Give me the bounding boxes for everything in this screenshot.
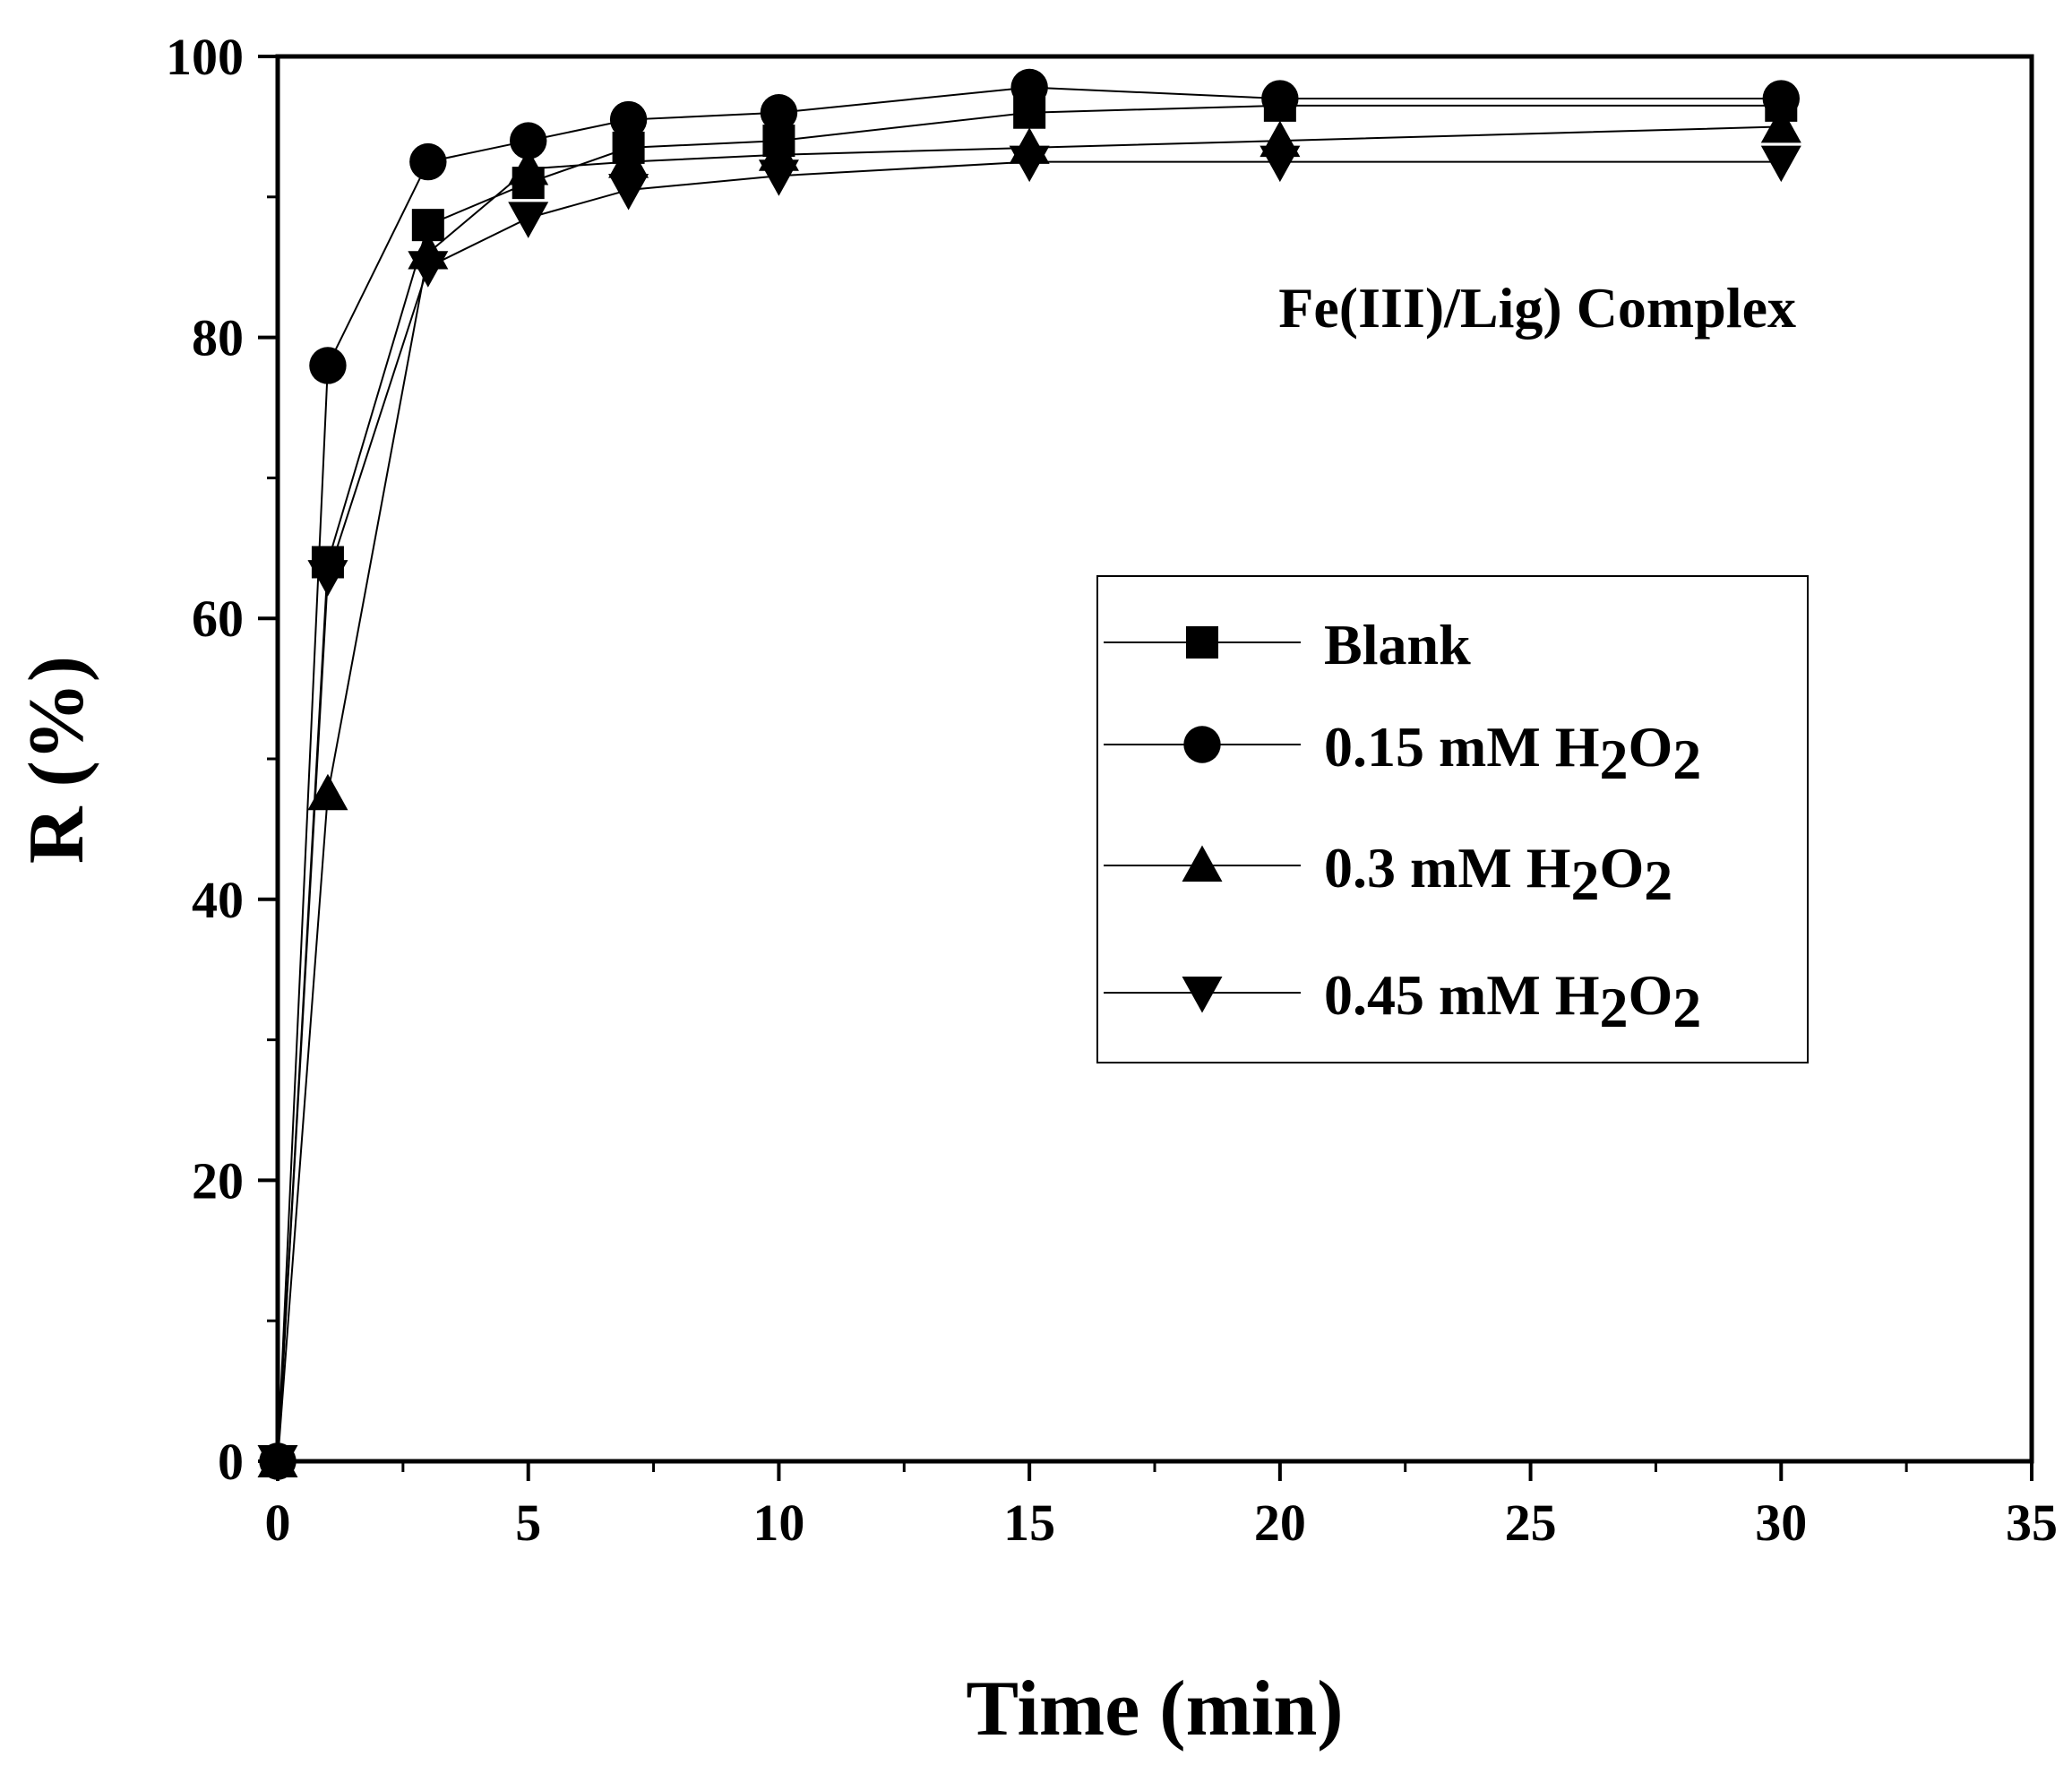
chart-annotation: Fe(III)/Lig) Complex (1278, 276, 1796, 340)
legend-label-part: 2 (1672, 976, 1701, 1039)
legend-entry: 0.15 mM H2O2 (1104, 715, 1701, 791)
legend-entry: Blank (1104, 613, 1471, 676)
legend-marker (1183, 726, 1221, 763)
legend-marker (1186, 626, 1218, 659)
legend-label: Blank (1324, 613, 1471, 676)
legend-label: 0.15 mM H2O2 (1324, 715, 1701, 791)
y-tick-label: 80 (192, 309, 244, 367)
data-point (1762, 80, 1800, 117)
data-point (508, 148, 549, 185)
data-point (1260, 145, 1301, 183)
series-triangle-down (257, 145, 1801, 1482)
legend-label-part: 2 (1644, 848, 1672, 912)
x-tick-label: 30 (1755, 1494, 1807, 1552)
data-point (609, 100, 648, 139)
data-point (1760, 106, 1801, 143)
legend-label-part: O (1629, 715, 1673, 779)
legend-label-part: 2 (1571, 848, 1600, 912)
data-point (409, 142, 447, 181)
y-axis-ticks: 0 20 40 60 80 100 (166, 28, 278, 1491)
legend-label-part: 2 (1600, 728, 1629, 791)
data-point (309, 347, 347, 384)
x-tick-label: 35 (2006, 1494, 2058, 1552)
legend-label-part: 2 (1672, 728, 1701, 791)
x-tick-label: 0 (265, 1494, 291, 1552)
data-point (510, 122, 547, 159)
data-point (1760, 145, 1801, 183)
x-tick-label: 5 (515, 1494, 541, 1552)
series-circle (259, 68, 1800, 1480)
data-point (1010, 68, 1048, 107)
y-axis-title: R (%) (13, 656, 100, 864)
data-point (758, 159, 799, 196)
y-tick-label: 0 (218, 1433, 244, 1491)
legend-label-part: Blank (1324, 613, 1471, 676)
data-point (608, 142, 649, 178)
legend-marker (1182, 977, 1223, 1013)
x-axis-title: Time (min) (966, 1666, 1343, 1752)
legend-entry: 0.3 mM H2O2 (1104, 836, 1672, 912)
y-tick-label: 20 (192, 1151, 244, 1210)
legend-label-part: 0.15 mM H (1324, 715, 1600, 779)
data-point (257, 1445, 298, 1482)
x-tick-label: 25 (1505, 1494, 1557, 1552)
x-tick-label: 15 (1003, 1494, 1055, 1552)
legend-entry: 0.45 mM H2O2 (1104, 963, 1701, 1039)
data-point (1009, 145, 1050, 183)
data-point (307, 560, 348, 597)
data-point (408, 251, 449, 288)
y-tick-label: 40 (192, 871, 244, 929)
data-point (508, 202, 549, 238)
y-tick-label: 100 (166, 28, 244, 86)
legend-label: 0.45 mM H2O2 (1324, 963, 1701, 1039)
data-point (608, 173, 649, 211)
series-layer (257, 68, 1801, 1482)
x-tick-label: 20 (1254, 1494, 1306, 1552)
legend-marker (1182, 845, 1223, 882)
legend-label-part: 2 (1600, 976, 1629, 1039)
data-point (760, 94, 798, 132)
legend-label-part: 0.3 mM H (1324, 836, 1571, 900)
data-point (1261, 80, 1299, 117)
legend-label: 0.3 mM H2O2 (1324, 836, 1672, 912)
data-point (307, 773, 348, 811)
legend-label-part: O (1629, 963, 1673, 1027)
legend-label-part: O (1600, 836, 1645, 900)
legend-label-part: 0.45 mM H (1324, 963, 1600, 1027)
y-tick-label: 60 (192, 590, 244, 648)
x-tick-label: 10 (752, 1494, 804, 1552)
x-axis-ticks: 0 5 10 15 20 25 30 35 (265, 1461, 2058, 1552)
